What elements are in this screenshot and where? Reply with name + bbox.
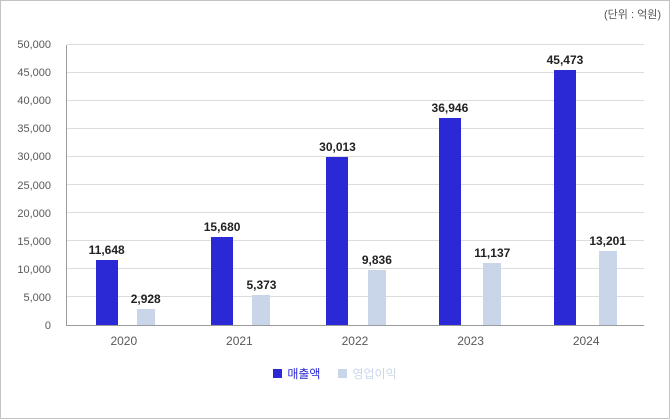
bar-group: 36,946 11,137: [413, 45, 528, 325]
y-tick-label: 45,000: [17, 67, 51, 80]
y-tick-label: 0: [44, 320, 51, 332]
bar-value-label: 2,928: [130, 292, 161, 306]
legend-item: 매출액: [273, 365, 320, 382]
y-tick-label: 50,000: [17, 39, 51, 51]
legend-label: 매출액: [287, 366, 321, 381]
bar: [136, 309, 155, 325]
gridline: [67, 100, 644, 101]
gridline: [67, 268, 644, 269]
bar-group: 11,648 2,928: [67, 45, 182, 325]
bar-column: 13,201: [589, 234, 626, 325]
y-tick-label: 5,000: [23, 291, 51, 304]
bar-column: 45,473: [546, 53, 584, 325]
plot-area: 11,648 2,928 15,680 5,373 30,013 9,836 36,946 1…: [66, 44, 644, 326]
gridline: [67, 44, 644, 45]
bar-value-label: 30,013: [319, 140, 356, 154]
y-tick-label: 30,000: [17, 151, 51, 164]
legend-label: 영업이익: [352, 366, 397, 381]
bar: [553, 70, 576, 325]
y-tick-label: 15,000: [17, 235, 51, 248]
y-tick-label: 10,000: [17, 263, 51, 276]
legend-item: 영업이익: [338, 365, 397, 382]
bar: [326, 157, 349, 325]
gridlines: [67, 44, 644, 325]
bar: [483, 263, 502, 325]
bar-column: 11,648: [89, 243, 125, 325]
bar: [438, 118, 461, 325]
bar: [598, 251, 617, 325]
bar: [95, 260, 118, 325]
bar-column: 9,836: [362, 253, 392, 325]
x-tick-label: 2021: [226, 334, 253, 348]
bar-group: 45,473 13,201: [529, 45, 644, 325]
x-axis: 2020 2021 2022 2023 2024: [66, 334, 644, 348]
gridline: [67, 156, 644, 157]
bar-value-label: 11,648: [88, 243, 125, 257]
bar-column: 2,928: [131, 292, 161, 325]
legend-swatch-icon: [273, 368, 283, 378]
gridline: [67, 240, 644, 241]
gridline: [67, 212, 644, 213]
x-tick-label: 2023: [457, 334, 484, 348]
bar-value-label: 11,137: [474, 246, 511, 260]
gridline: [67, 184, 644, 185]
x-tick-label: 2022: [341, 334, 369, 348]
legend-swatch-icon: [338, 368, 348, 378]
bar: [252, 295, 271, 325]
bar-value-label: 15,680: [203, 220, 241, 234]
legend: 매출액 영업이익: [1, 365, 669, 382]
y-tick-label: 35,000: [17, 123, 51, 136]
bar-column: 11,137: [474, 246, 510, 325]
bar-column: 36,946: [431, 101, 469, 325]
bars-row: 11,648 2,928 15,680 5,373 30,013 9,836 36,946 1…: [67, 45, 644, 325]
bar-column: 5,373: [246, 278, 276, 325]
gridline: [67, 72, 644, 73]
bar: [367, 270, 386, 325]
bar-value-label: 9,836: [361, 253, 392, 267]
y-tick-label: 40,000: [17, 95, 51, 108]
y-tick-label: 20,000: [17, 207, 51, 220]
bar-group: 15,680 5,373: [182, 45, 297, 325]
y-tick-label: 25,000: [17, 179, 51, 192]
y-axis: 0 5,000 10,000 15,000 20,000 25,000 30,000 35,0…: [1, 39, 59, 332]
bar-group: 30,013 9,836: [298, 45, 413, 325]
bar-column: 30,013: [319, 140, 356, 325]
bar-value-label: 36,946: [431, 101, 469, 115]
bar-column: 15,680: [203, 220, 241, 325]
unit-label: (단위 : 억원): [604, 9, 661, 21]
gridline: [67, 296, 644, 297]
gridline: [67, 128, 644, 129]
bar-value-label: 5,373: [246, 278, 277, 292]
bar-value-label: 13,201: [589, 234, 627, 248]
x-tick-label: 2020: [110, 334, 138, 348]
x-tick-label: 2024: [572, 334, 600, 348]
bar-value-label: 45,473: [546, 53, 584, 67]
bar: [211, 237, 234, 325]
